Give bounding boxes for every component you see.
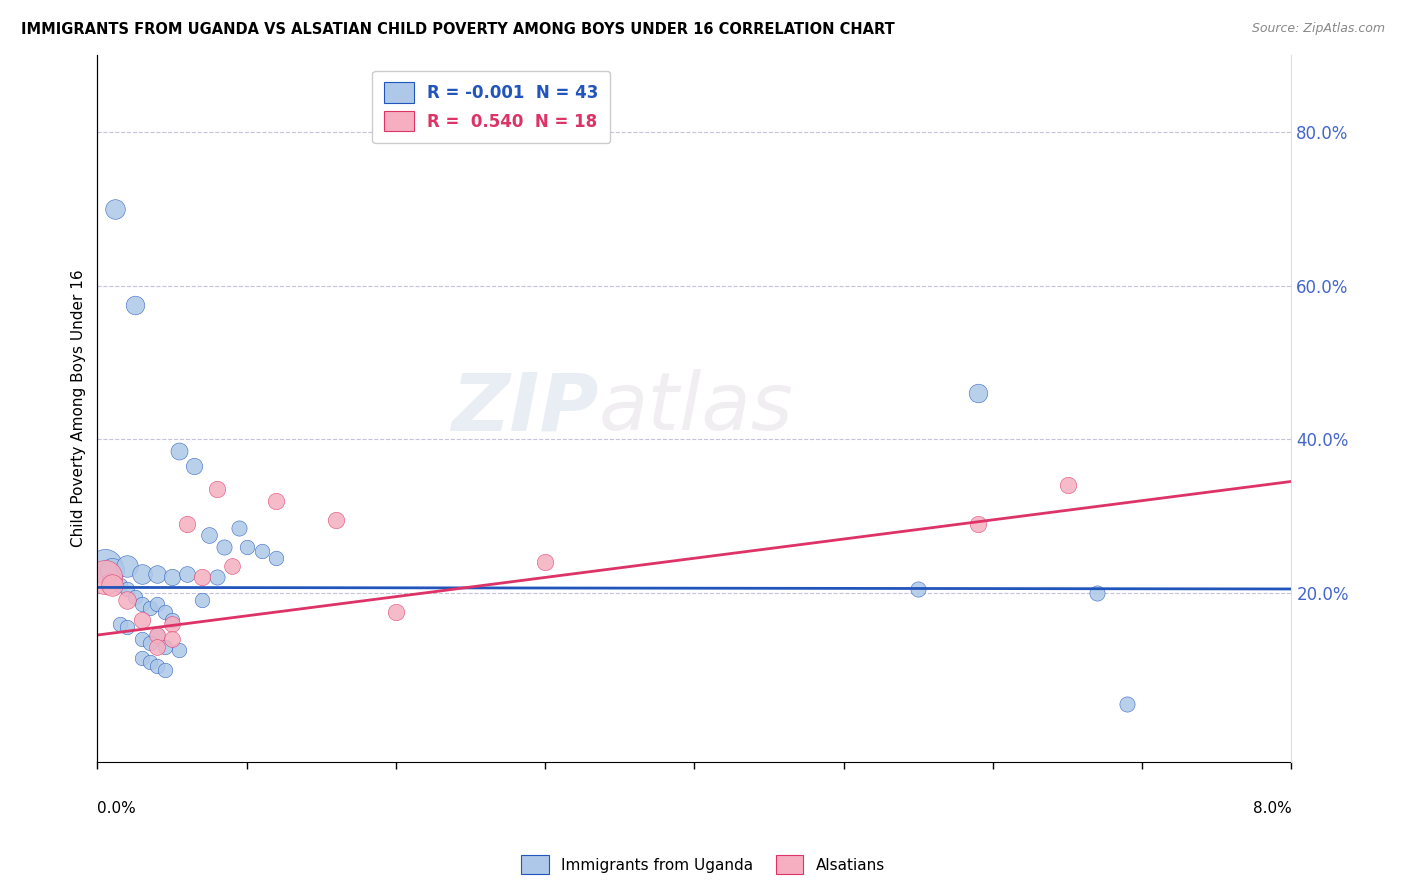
Point bbox=[235, 540, 257, 554]
Point bbox=[131, 651, 153, 665]
Point bbox=[124, 590, 146, 604]
Point bbox=[191, 570, 214, 584]
Point bbox=[176, 516, 198, 531]
Text: IMMIGRANTS FROM UGANDA VS ALSATIAN CHILD POVERTY AMONG BOYS UNDER 16 CORRELATION: IMMIGRANTS FROM UGANDA VS ALSATIAN CHILD… bbox=[21, 22, 894, 37]
Point bbox=[266, 493, 288, 508]
Point bbox=[1087, 586, 1109, 600]
Point bbox=[131, 597, 153, 611]
Point bbox=[160, 570, 183, 584]
Point bbox=[131, 566, 153, 581]
Point bbox=[153, 605, 176, 619]
Point bbox=[205, 482, 228, 496]
Point bbox=[967, 386, 990, 401]
Point bbox=[534, 555, 557, 569]
Point bbox=[169, 643, 191, 657]
Point bbox=[146, 566, 169, 581]
Point bbox=[176, 566, 198, 581]
Point bbox=[115, 558, 138, 573]
Point bbox=[146, 658, 169, 673]
Text: ZIP: ZIP bbox=[451, 369, 599, 448]
Point bbox=[146, 628, 169, 642]
Text: Source: ZipAtlas.com: Source: ZipAtlas.com bbox=[1251, 22, 1385, 36]
Point bbox=[153, 663, 176, 677]
Point bbox=[1116, 697, 1139, 711]
Point bbox=[160, 632, 183, 646]
Text: atlas: atlas bbox=[599, 369, 793, 448]
Point bbox=[108, 616, 131, 631]
Point bbox=[325, 513, 347, 527]
Point bbox=[1056, 478, 1078, 492]
Point bbox=[183, 458, 205, 473]
Point bbox=[160, 616, 183, 631]
Point bbox=[169, 443, 191, 458]
Point bbox=[146, 640, 169, 654]
Point bbox=[205, 570, 228, 584]
Point bbox=[131, 613, 153, 627]
Point bbox=[138, 601, 160, 615]
Point bbox=[250, 543, 273, 558]
Point bbox=[101, 578, 124, 592]
Point bbox=[115, 582, 138, 596]
Point bbox=[198, 528, 221, 542]
Point bbox=[138, 636, 160, 650]
Point bbox=[104, 202, 127, 216]
Legend: R = -0.001  N = 43, R =  0.540  N = 18: R = -0.001 N = 43, R = 0.540 N = 18 bbox=[373, 70, 610, 143]
Point bbox=[131, 632, 153, 646]
Legend: Immigrants from Uganda, Alsatians: Immigrants from Uganda, Alsatians bbox=[515, 849, 891, 880]
Point bbox=[146, 597, 169, 611]
Point bbox=[385, 605, 408, 619]
Point bbox=[228, 520, 250, 534]
Point bbox=[221, 558, 243, 573]
Point bbox=[153, 640, 176, 654]
Y-axis label: Child Poverty Among Boys Under 16: Child Poverty Among Boys Under 16 bbox=[72, 269, 86, 548]
Text: 8.0%: 8.0% bbox=[1253, 801, 1292, 815]
Point bbox=[160, 613, 183, 627]
Point bbox=[266, 551, 288, 566]
Point bbox=[94, 570, 117, 584]
Point bbox=[115, 620, 138, 634]
Point bbox=[907, 582, 929, 596]
Point bbox=[108, 578, 131, 592]
Point bbox=[124, 298, 146, 312]
Point bbox=[101, 563, 124, 577]
Point bbox=[967, 516, 990, 531]
Point bbox=[98, 574, 121, 589]
Point bbox=[146, 628, 169, 642]
Point bbox=[138, 655, 160, 669]
Point bbox=[212, 540, 235, 554]
Point bbox=[191, 593, 214, 607]
Point bbox=[115, 593, 138, 607]
Text: 0.0%: 0.0% bbox=[97, 801, 136, 815]
Point bbox=[94, 558, 117, 573]
